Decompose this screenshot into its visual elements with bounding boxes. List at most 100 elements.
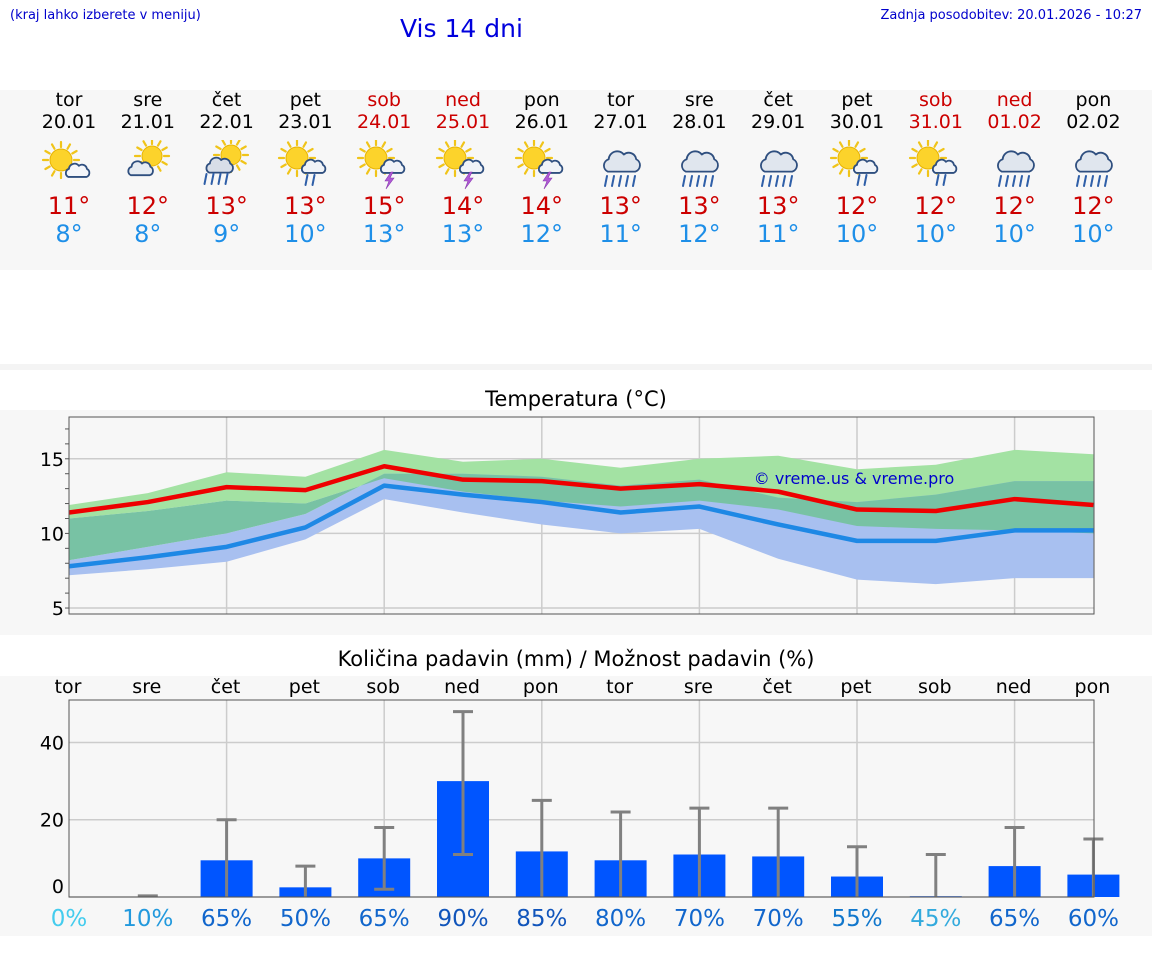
y-tick-label: 20	[40, 810, 64, 832]
precip-probability: 0%	[51, 906, 88, 932]
precip-probability: 70%	[674, 906, 725, 932]
precip-probability: 70%	[753, 906, 804, 932]
range-overlap-band	[69, 473, 1094, 561]
precip-probability: 90%	[437, 906, 488, 932]
precip-probability: 60%	[1068, 906, 1119, 932]
day-name: ned	[996, 89, 1033, 111]
precip-probability: 65%	[201, 906, 252, 932]
temp-min: 10°	[993, 220, 1036, 248]
temp-min: 13°	[441, 220, 485, 248]
day-label: ned	[444, 676, 480, 698]
daily-forecast-band	[0, 90, 1152, 270]
temp-max: 13°	[756, 192, 800, 220]
day-column: sob 24.01 15° 13°	[345, 89, 423, 249]
day-date: 22.01	[199, 111, 254, 133]
temp-max: 13°	[678, 192, 721, 220]
day-date: 23.01	[278, 111, 333, 133]
day-label: pet	[289, 676, 320, 698]
day-label: čet	[211, 676, 241, 698]
page-title: Vis 14 dni	[400, 14, 523, 43]
day-date: 31.01	[908, 111, 963, 133]
day-name: ned	[445, 89, 481, 111]
day-name: tor	[607, 89, 635, 111]
day-name: pon	[523, 89, 560, 111]
day-column: pet 30.01 12° 10°	[818, 89, 896, 249]
watermark: © vreme.us & vreme.pro	[754, 469, 955, 488]
day-name: čet	[763, 89, 793, 111]
day-name: čet	[211, 89, 242, 111]
day-column: čet 29.01 13° 11°	[739, 89, 817, 249]
temp-max: 12°	[126, 192, 170, 220]
day-date: 26.01	[514, 111, 569, 133]
y-tick-label: 0	[52, 876, 64, 898]
day-label: tor	[606, 676, 633, 698]
temp-max: 13°	[599, 192, 642, 220]
precip-probability: 65%	[359, 906, 410, 932]
day-column: sre 21.01 12° 8°	[109, 89, 187, 249]
precipitation-chart-title: Količina padavin (mm) / Možnost padavin …	[337, 647, 815, 671]
temp-min: 11°	[756, 220, 800, 248]
precip-probability: 55%	[831, 906, 882, 932]
temp-min: 8°	[134, 220, 162, 248]
temp-min: 11°	[599, 220, 642, 248]
day-column: pon 02.02 12° 10°	[1054, 89, 1132, 249]
day-name: pon	[1075, 89, 1112, 111]
day-column: pon 26.01 14° 12°	[503, 89, 581, 249]
day-date: 29.01	[750, 111, 806, 133]
day-name: sob	[919, 89, 953, 111]
precip-probability: 85%	[516, 906, 567, 932]
section-divider	[0, 364, 1152, 370]
rain-cloud-icon	[760, 150, 799, 187]
rain-cloud-icon	[602, 150, 641, 187]
day-date: 30.01	[829, 111, 885, 133]
precipitation-chart: tor sre čet pet sob ned pon tor sre čet pet sob ned p…	[40, 676, 1120, 932]
rain-cloud-icon	[681, 150, 720, 187]
sun-cloud-light-rain-icon	[829, 140, 879, 186]
temperature-chart-title: Temperatura (°C)	[485, 387, 667, 411]
day-name: sob	[367, 89, 401, 111]
day-column: ned 01.02 12° 10°	[976, 89, 1054, 249]
precip-probability: 45%	[910, 906, 961, 932]
temp-max: 12°	[1072, 192, 1115, 220]
day-label: čet	[762, 676, 792, 698]
temperature-chart: 5 10 15 © vreme.us & vreme.pro	[40, 416, 1095, 620]
day-date: 20.01	[41, 111, 97, 133]
day-column: ned 25.01 14° 13°	[424, 89, 502, 249]
day-date: 28.01	[672, 111, 727, 133]
day-name: pet	[841, 89, 873, 111]
tmax-line	[68, 464, 1094, 515]
day-label: sob	[918, 676, 952, 698]
day-column: tor 20.01 11° 8°	[30, 89, 108, 249]
temp-min: 12°	[520, 220, 564, 248]
precip-probability: 10%	[122, 906, 173, 932]
rain-cloud-icon	[996, 150, 1035, 187]
sun-cloud-rain-icon	[203, 140, 249, 185]
y-tick-label: 5	[52, 598, 64, 620]
y-tick-label: 40	[40, 732, 64, 754]
temp-min: 12°	[678, 220, 721, 248]
temp-min: 10°	[835, 220, 879, 248]
day-date: 01.02	[987, 111, 1042, 133]
temp-max: 12°	[835, 192, 879, 220]
day-date: 02.02	[1066, 111, 1121, 133]
sun-cloud-icon	[41, 140, 91, 180]
sun-cloud-light-rain-icon	[908, 140, 958, 186]
temp-min: 10°	[284, 220, 327, 248]
sun-cloud-light-rain-icon	[278, 140, 327, 186]
day-label: sre	[684, 676, 713, 698]
day-name: sre	[133, 89, 163, 111]
day-date: 21.01	[120, 111, 175, 133]
day-label: sob	[366, 676, 400, 698]
precip-probability: 50%	[280, 906, 331, 932]
last-updated: Zadnja posodobitev: 20.01.2026 - 10:27	[880, 8, 1142, 23]
cloud-sun-icon	[127, 140, 170, 177]
day-column: pet 23.01 13° 10°	[266, 90, 344, 249]
day-name: tor	[55, 89, 83, 111]
day-label: sre	[132, 676, 161, 698]
sun-cloud-thunder-icon	[514, 140, 564, 190]
sun-cloud-thunder-icon	[435, 140, 485, 190]
temp-max: 12°	[993, 192, 1036, 220]
day-date: 24.01	[356, 111, 412, 133]
temp-max: 15°	[362, 192, 406, 220]
day-date: 25.01	[435, 111, 491, 133]
